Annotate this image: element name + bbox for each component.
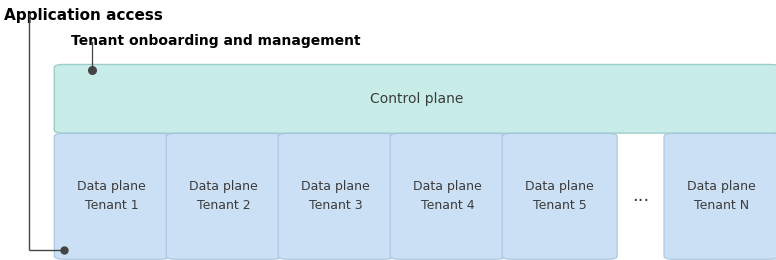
FancyBboxPatch shape: [279, 133, 393, 259]
FancyBboxPatch shape: [166, 133, 282, 259]
Text: Data plane
Tenant 4: Data plane Tenant 4: [414, 180, 482, 212]
FancyBboxPatch shape: [54, 133, 169, 259]
FancyBboxPatch shape: [390, 133, 505, 259]
Text: ...: ...: [632, 187, 650, 205]
Text: Data plane
Tenant 3: Data plane Tenant 3: [301, 180, 370, 212]
Text: Data plane
Tenant 2: Data plane Tenant 2: [189, 180, 258, 212]
Text: Application access: Application access: [4, 8, 163, 23]
Text: Data plane
Tenant N: Data plane Tenant N: [688, 180, 756, 212]
Text: Tenant onboarding and management: Tenant onboarding and management: [71, 34, 361, 48]
FancyBboxPatch shape: [54, 64, 776, 133]
FancyBboxPatch shape: [502, 133, 617, 259]
Text: Control plane: Control plane: [370, 92, 463, 106]
FancyBboxPatch shape: [664, 133, 776, 259]
Text: Data plane
Tenant 5: Data plane Tenant 5: [525, 180, 594, 212]
Text: Data plane
Tenant 1: Data plane Tenant 1: [78, 180, 146, 212]
